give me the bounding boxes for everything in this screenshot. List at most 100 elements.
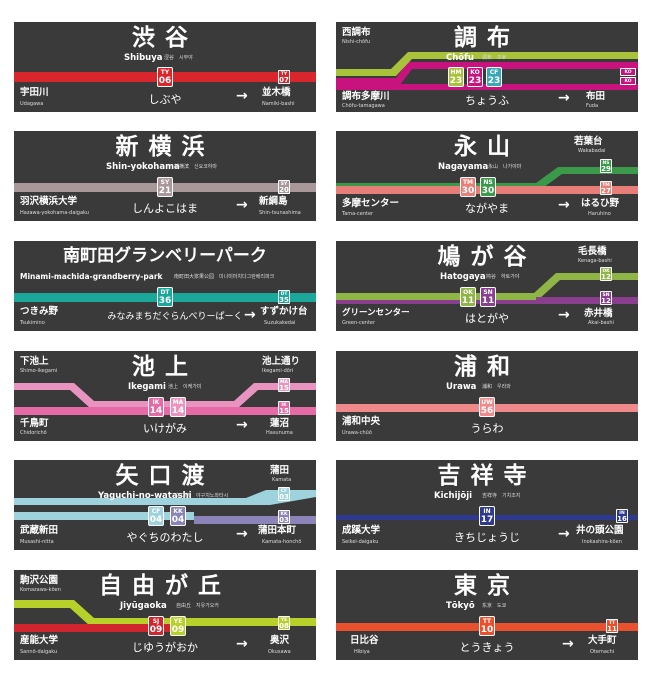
station-number-badge: KK 04	[170, 506, 186, 526]
station-chinese-korean: 池上 이케가미	[168, 384, 202, 390]
sign-kichijoji: 吉祥寺 Kichijōji 吉祥寺 기치조지 IN 17 IN 16 成蹊大学 Se…	[336, 460, 638, 550]
station-kana: じゆうがおか	[132, 641, 198, 654]
station-romaji: Nagayama	[438, 162, 489, 172]
right-station-romaji: Okusawa	[268, 649, 291, 655]
station-chinese-korean: 永山 나가야마	[488, 164, 522, 170]
station-kana: とうきょう	[459, 641, 515, 654]
station-name: 吉祥寺	[437, 462, 537, 489]
station-chinese-korean: 自由丘 지유가오카	[176, 603, 220, 609]
next-station-number: SN 12	[600, 291, 612, 305]
station-kana: しぶや	[148, 93, 182, 106]
station-name: 矢口渡	[115, 462, 215, 489]
station-number-badge: SY 21	[157, 177, 173, 197]
station-number-badge: DT 36	[157, 287, 173, 307]
station-name: 自由が丘	[99, 572, 231, 599]
station-number-badge: CF 23	[486, 67, 502, 87]
station-romaji: Tōkyō	[446, 601, 475, 611]
upper-left-station-name: 駒沢公園	[20, 575, 59, 586]
station-chinese-korean: 涩谷 시부야	[164, 55, 193, 61]
left-station-romaji: Hazawa-yokohama-daigaku	[20, 210, 89, 216]
station-number-badge: CF 04	[148, 506, 164, 526]
station-chinese-korean: 新横滨 신요코하마	[174, 164, 218, 170]
station-number-badge: OK 11	[460, 287, 476, 307]
station-number-badge: TM 30	[460, 177, 476, 197]
sign-tokyo: 東京 Tōkyō 东京 도쿄 TT 10 TT 11 日比谷 Hibiya とうきょ…	[336, 570, 638, 660]
station-kana: うらわ	[470, 422, 504, 435]
station-romaji: Ikegami	[128, 382, 166, 392]
right-station-romaji: Akai-bashi	[588, 320, 614, 326]
station-number-badge: NS 30	[480, 177, 496, 197]
left-station-name: 浦和中央	[342, 416, 381, 427]
station-kana: いけがみ	[143, 422, 187, 435]
right-station-name: はるひ野	[581, 198, 620, 209]
station-chinese-korean: 鸠谷 하토가야	[486, 274, 520, 280]
station-name: 東京	[454, 572, 520, 599]
arrow-right-icon: →	[244, 307, 256, 323]
sign-nagayama: 永山 若葉台 Wakabadai Nagayama 永山 나가야마 TM 30 N…	[336, 131, 638, 221]
station-name: 新横浜	[115, 133, 215, 160]
station-romaji: Kichijōji	[434, 491, 473, 501]
station-name: 鳩が谷	[437, 243, 537, 270]
next-station-number: CF 03	[278, 487, 290, 501]
station-romaji: Urawa	[446, 382, 477, 392]
station-romaji: Chōfu	[446, 53, 474, 63]
station-number-badge: HM 23	[448, 67, 464, 87]
left-station-name: 多摩センター	[342, 198, 400, 209]
left-station-name: 羽沢横浜大学	[20, 196, 78, 207]
station-romaji: Minami-machida-grandberry-park	[20, 272, 163, 281]
station-romaji: Shibuya	[124, 53, 163, 63]
upper-right-station-name: 若葉台	[574, 136, 603, 147]
right-station-romaji: Otemachi	[590, 649, 615, 655]
right-station-name: すずかけ台	[260, 306, 308, 317]
sign-shinyokohama: 新横浜 Shin-yokohama 新横滨 신요코하마 SY 21 SY 20 羽沢…	[14, 131, 316, 221]
right-station-name: 蓮沼	[270, 418, 290, 429]
station-number-badge: TY 06	[157, 67, 173, 87]
station-kana: みなみまちだぐらんべりーぱーく	[107, 312, 243, 322]
upper-right-station-name: 蒲田	[270, 465, 290, 476]
left-station-name: 成蹊大学	[342, 525, 381, 536]
station-kana: しんよこはま	[132, 202, 198, 215]
station-chinese-korean: 调布 조후	[482, 55, 507, 61]
left-station-name: 千鳥町	[20, 418, 49, 429]
right-station-name: 赤井橋	[584, 308, 613, 319]
station-chinese-korean: 吉祥寺 기치조지	[482, 493, 521, 499]
station-name: 永山	[454, 133, 520, 160]
next-station-number: TM 27	[600, 181, 612, 195]
upper-right-station-romaji: Wakabadai	[578, 148, 606, 154]
station-number-badge: MA 14	[170, 397, 186, 417]
station-romaji: Jiyūgaoka	[120, 601, 167, 611]
station-number-badge: UW 56	[479, 397, 495, 417]
station-name: 南町田グランベリーパーク	[63, 246, 267, 266]
next-station-number: TT 11	[606, 619, 618, 633]
left-station-romaji: Chidorichō	[20, 430, 47, 436]
station-romaji: Shin-yokohama	[106, 162, 180, 172]
station-kana: やぐちのわたし	[126, 531, 204, 544]
upper-left-station-name: 西調布	[342, 27, 371, 38]
station-romaji: Hatogaya	[440, 272, 486, 282]
next-station-number: KO	[620, 77, 636, 85]
station-number-badge: IK 14	[148, 397, 164, 417]
next-station-number: KO	[620, 68, 636, 76]
upper-left-station-romaji: Komazawa-kōen	[20, 587, 61, 593]
sign-chofu: 調布 西調布 Nishi-chōfu Chōfu 调布 조후 HM 23 KO 23…	[336, 22, 638, 112]
line-band	[14, 490, 316, 524]
next-station-number: IN 16	[616, 509, 628, 523]
next-station-number: IK 15	[278, 401, 290, 415]
arrow-right-icon: →	[562, 636, 574, 652]
left-station-romaji: Sannō-daigaku	[20, 649, 58, 655]
next-station-number: TY 07	[278, 70, 290, 84]
upper-right-station-romaji: Ikegami-dōri	[262, 368, 294, 374]
left-station-romaji: Udagawa	[20, 101, 44, 107]
upper-left-station-romaji: Shimo-ikegami	[20, 368, 58, 374]
arrow-right-icon: →	[236, 417, 248, 433]
left-station-name: 産能大学	[20, 635, 59, 646]
right-station-name: 布田	[586, 91, 606, 102]
left-station-name: 調布多摩川	[342, 91, 390, 102]
right-station-romaji: Inokashira-kōen	[582, 539, 622, 545]
station-number-badge: TT 10	[479, 616, 495, 636]
arrow-right-icon: →	[236, 636, 248, 652]
station-number-badge: YE 09	[170, 616, 186, 636]
left-station-name: 日比谷	[350, 635, 379, 646]
next-station-number: DT 35	[278, 290, 290, 304]
right-station-romaji: Namiki-bashi	[262, 101, 295, 107]
